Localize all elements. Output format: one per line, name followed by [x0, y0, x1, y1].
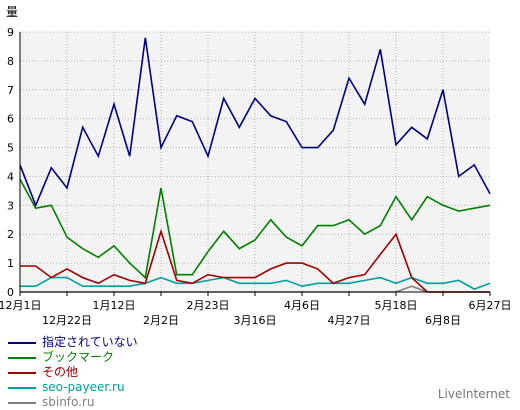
legend-label: sbinfo.ru — [42, 395, 95, 409]
legend-swatch — [8, 342, 36, 344]
legend-swatch — [8, 372, 36, 374]
legend-swatch — [8, 387, 36, 389]
x-tick-label: 4月27日 — [328, 314, 371, 327]
y-tick-label: 8 — [7, 55, 14, 68]
x-tick-label: 1月12日 — [93, 299, 136, 312]
x-tick-label: 6月27日 — [469, 299, 512, 312]
x-tick-label: 6月8日 — [425, 314, 461, 327]
legend-label: 指定されていない — [42, 335, 138, 349]
legend-swatch — [8, 402, 36, 404]
y-tick-label: 3 — [7, 199, 14, 212]
y-tick-label: 7 — [7, 84, 14, 97]
y-tick-label: 4 — [7, 170, 14, 183]
x-tick-label: 4月6日 — [284, 299, 320, 312]
legend-label: ブックマーク — [42, 350, 115, 364]
y-axis-label: 量 — [6, 5, 18, 19]
x-tick-label: 5月18日 — [375, 299, 418, 312]
x-tick-label: 3月16日 — [234, 314, 277, 327]
series-line-other — [20, 228, 490, 293]
series-line-bookmarks — [19, 178, 491, 280]
series-line-unspecified — [19, 37, 491, 208]
brand-label: LiveInternet — [437, 387, 510, 401]
y-tick-label: 9 — [7, 26, 14, 39]
x-tick-label: 2月2日 — [143, 314, 179, 327]
x-tick-label: 2月23日 — [187, 299, 230, 312]
y-tick-label: 1 — [7, 257, 14, 270]
legend-label: seo-payeer.ru — [42, 380, 125, 394]
legend-label: その他 — [42, 365, 79, 379]
x-tick-label: 12月22日 — [42, 314, 92, 327]
y-tick-label: 6 — [7, 113, 14, 126]
axes — [19, 32, 491, 296]
y-tick-label: 5 — [7, 142, 14, 155]
y-tick-label: 0 — [7, 286, 14, 299]
x-tick-label: 12月1日 — [0, 299, 42, 312]
legend-swatch — [8, 357, 36, 359]
y-tick-label: 2 — [7, 228, 14, 241]
grid — [20, 31, 490, 292]
